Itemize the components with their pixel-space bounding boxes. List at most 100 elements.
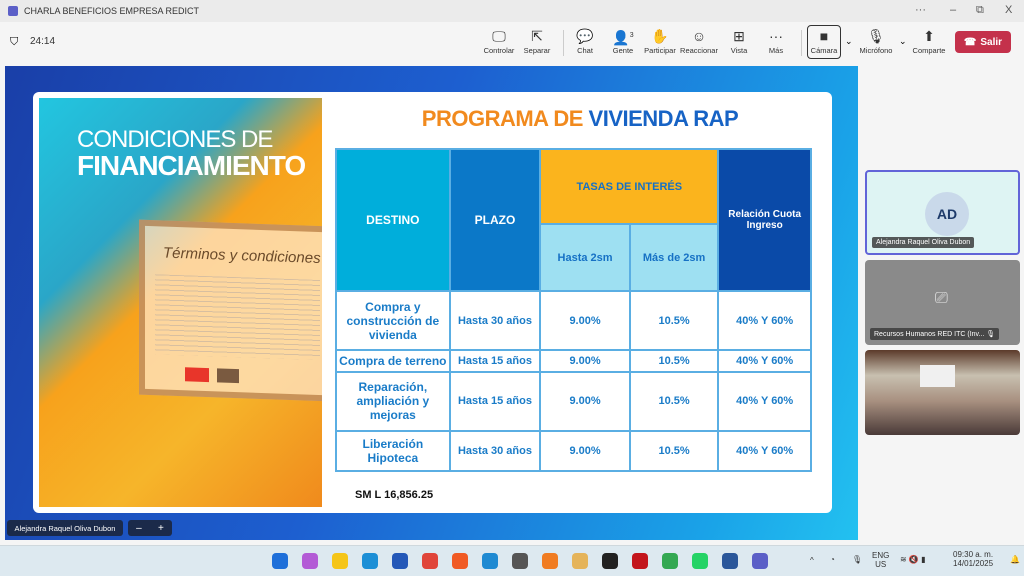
- avatar: AD: [925, 192, 969, 236]
- zoom-controls: – +: [128, 520, 172, 536]
- leave-button[interactable]: ☎ Salir: [955, 31, 1011, 53]
- chat-button[interactable]: 💬 Chat: [565, 26, 605, 55]
- react-button[interactable]: ☺ Reaccionar: [679, 26, 719, 55]
- vscode-icon[interactable]: [482, 553, 498, 569]
- more-label: Más: [768, 46, 784, 55]
- table-cell: Compra y construcción de vivienda: [335, 290, 451, 352]
- ellipsis-icon: ···: [769, 28, 783, 44]
- minimum-salary-note: SM L 16,856.25: [355, 489, 434, 501]
- hand-icon: ✋: [651, 28, 669, 44]
- poster-title-line1: CONDICIONES DE: [77, 126, 273, 153]
- app-icon[interactable]: [512, 553, 528, 569]
- table-cell: Reparación, ampliación y mejoras: [335, 370, 451, 432]
- teams-logo-icon: [8, 6, 18, 16]
- table-cell: 40% Y 60%: [717, 349, 812, 373]
- smiley-icon: ☺: [691, 28, 707, 44]
- edge-icon[interactable]: [362, 553, 378, 569]
- window-title: CHARLA BENEFICIOS EMPRESA REDICT: [24, 6, 200, 16]
- table-cell: Hasta 30 años: [448, 290, 542, 352]
- slide-heading: PROGRAMA DE VIVIENDA RAP: [421, 106, 739, 131]
- view-label: Vista: [730, 46, 748, 55]
- pop-out-button[interactable]: ⇱ Separar: [517, 26, 557, 55]
- phone-icon: ☎: [963, 36, 977, 48]
- language-indicator[interactable]: ENG US: [872, 551, 890, 569]
- poster-title-line2: FINANCIAMIENTO: [77, 150, 306, 181]
- zoom-out-button[interactable]: –: [136, 522, 142, 534]
- table-row: Reparación, ampliación y mejoras Hasta 15…: [335, 370, 812, 432]
- poster-image: CONDICIONES DE FINANCIAMIENTO Términos y…: [39, 98, 322, 507]
- view-button[interactable]: ⊞ Vista: [719, 26, 759, 55]
- minimize-button[interactable]: –: [950, 4, 957, 16]
- mic-chevron-icon[interactable]: ⌄: [899, 36, 907, 46]
- participant-tile[interactable]: ⎚ Recursos Humanos RED ITC (Inv... 🎙: [865, 260, 1020, 345]
- people-button[interactable]: 👤3 Gente: [603, 26, 643, 55]
- laptop-screen-image: Términos y condiciones: [139, 219, 322, 402]
- file-explorer-icon[interactable]: [332, 553, 348, 569]
- microphone-button[interactable]: 🎙 Micrófono: [856, 26, 896, 55]
- housing-program-table: DESTINO PLAZO TASAS DE INTERÉS Relación …: [335, 147, 812, 473]
- network-icon[interactable]: ◔: [830, 555, 835, 564]
- close-button[interactable]: X: [1005, 4, 1013, 16]
- participant-name: Recursos Humanos RED ITC (Inv... 🎙: [870, 328, 1000, 340]
- filezilla-icon[interactable]: [632, 553, 648, 569]
- terminal-icon[interactable]: [602, 553, 618, 569]
- chrome-icon[interactable]: [422, 553, 438, 569]
- camera-chevron-icon[interactable]: ⌄: [845, 36, 853, 46]
- store-icon[interactable]: [392, 553, 408, 569]
- more-button[interactable]: ··· Más: [756, 26, 796, 55]
- control-label: Controlar: [483, 46, 515, 55]
- more-options-icon[interactable]: ···: [915, 4, 926, 16]
- table-cell: 10.5%: [628, 429, 720, 473]
- room-device-icon: ⎚: [935, 290, 948, 307]
- table-cell: Hasta 30 años: [448, 429, 542, 473]
- restore-button[interactable]: ⧉: [976, 4, 984, 16]
- teams-icon[interactable]: [752, 553, 768, 569]
- start-icon[interactable]: [272, 553, 288, 569]
- chevron-up-icon[interactable]: ^: [810, 556, 814, 565]
- whatsapp-icon[interactable]: [692, 553, 708, 569]
- camera-icon: ■: [819, 28, 829, 44]
- header-hasta-2sm: Hasta 2sm: [539, 223, 631, 293]
- table-cell: Compra de terreno: [335, 349, 451, 373]
- participant-video-tile[interactable]: [865, 350, 1020, 435]
- taskbar: ^ ◔ 🎙 ENG US ≋ 🔇 ▮ 09:30 a. m. 14/01/2025 …: [0, 545, 1024, 576]
- zoom-in-button[interactable]: +: [158, 522, 164, 534]
- table-cell: Liberación Hipoteca: [335, 429, 451, 473]
- share-icon: ⬆: [923, 28, 935, 44]
- chrome2-icon[interactable]: [662, 553, 678, 569]
- copilot-icon[interactable]: [302, 553, 318, 569]
- clock[interactable]: 09:30 a. m. 14/01/2025: [953, 550, 994, 568]
- shield-icon: ⛉: [10, 36, 19, 48]
- table-row: Liberación Hipoteca Hasta 30 años 9.00% 10.…: [335, 429, 812, 473]
- pop-out-label: Separar: [523, 46, 551, 55]
- table-cell: 40% Y 60%: [717, 429, 812, 473]
- word-icon[interactable]: [722, 553, 738, 569]
- xampp-icon[interactable]: [542, 553, 558, 569]
- title-bar: CHARLA BENEFICIOS EMPRESA REDICT ··· – ⧉…: [0, 0, 1024, 22]
- share-label: Comparte: [912, 46, 946, 55]
- chat-label: Chat: [577, 46, 593, 55]
- pop-out-icon: ⇱: [531, 28, 543, 44]
- brave-icon[interactable]: [452, 553, 468, 569]
- notification-bell-icon[interactable]: 🔔: [1010, 555, 1020, 564]
- participant-name: Alejandra Raquel Oliva Dubon: [872, 237, 975, 248]
- table-cell: Hasta 15 años: [448, 370, 542, 432]
- presenter-label: Alejandra Raquel Oliva Dubon: [7, 520, 123, 536]
- raise-hand-button[interactable]: ✋ Participar: [640, 26, 680, 55]
- chat-icon: 💬: [576, 28, 594, 44]
- wifi-volume-battery-icon[interactable]: ≋ 🔇 ▮: [900, 555, 926, 564]
- table-cell: 40% Y 60%: [717, 370, 812, 432]
- table-cell: 9.00%: [539, 370, 631, 432]
- app2-icon[interactable]: [572, 553, 588, 569]
- microphone-icon[interactable]: 🎙: [852, 555, 863, 564]
- meeting-toolbar: ⛉ 24:14 🖵 Controlar ⇱ Separar 💬 Chat 👤3 Gent…: [0, 22, 1024, 62]
- control-button[interactable]: 🖵 Controlar: [479, 26, 519, 55]
- camera-button[interactable]: ■ Cámara: [807, 25, 841, 59]
- raise-hand-label: Participar: [644, 46, 676, 55]
- header-destino: DESTINO: [335, 147, 451, 293]
- share-button[interactable]: ⬆ Comparte: [909, 26, 949, 55]
- microphone-label: Micrófono: [859, 46, 893, 55]
- people-icon: 👤3: [612, 29, 634, 46]
- participant-tile[interactable]: AD Alejandra Raquel Oliva Dubon: [865, 170, 1020, 255]
- table-cell: Hasta 15 años: [448, 349, 542, 373]
